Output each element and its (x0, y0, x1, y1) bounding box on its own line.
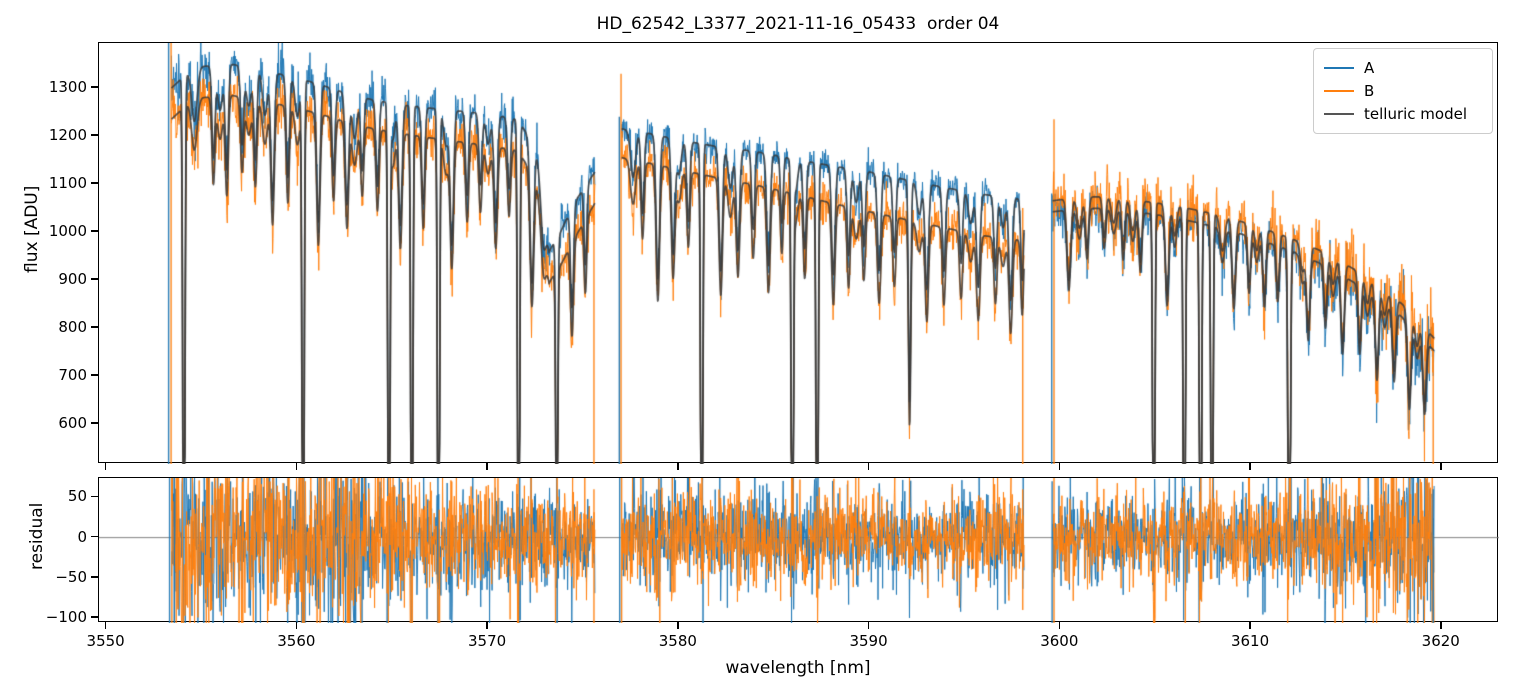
residual-canvas (99, 478, 1499, 623)
y-tick-label: −50 (55, 567, 87, 586)
x-tick-mark (104, 463, 107, 470)
legend-line-sample (1324, 67, 1354, 70)
y-tick-mark (91, 373, 98, 376)
x-tick-mark (295, 463, 298, 470)
chart-title: HD_62542_L3377_2021-11-16_05433 order 04 (596, 14, 1000, 34)
x-tick-label: 3550 (86, 632, 125, 650)
x-tick-label: 3590 (849, 632, 888, 650)
y-tick-label: 1000 (48, 221, 87, 240)
y-tick-label: 700 (58, 365, 87, 384)
y-tick-mark (91, 278, 98, 280)
y-tick-label: 800 (58, 317, 87, 336)
y-tick-label: 900 (58, 269, 87, 288)
x-tick-mark (677, 622, 679, 629)
legend-line-sample (1324, 112, 1354, 115)
legend-line-sample (1324, 90, 1354, 92)
wavelength-axis-label: wavelength [nm] (725, 658, 871, 678)
legend-entry: A (1324, 57, 1482, 80)
x-tick-mark (1058, 622, 1061, 629)
legend-entry: telluric model (1324, 102, 1482, 125)
x-tick-mark (295, 622, 298, 629)
x-tick-mark (867, 622, 870, 629)
x-tick-label: 3570 (468, 632, 507, 650)
y-tick-label: 600 (58, 413, 87, 432)
legend-label: B (1364, 82, 1375, 100)
x-tick-label: 3580 (658, 632, 697, 650)
y-tick-label: 50 (67, 487, 87, 506)
x-tick-label: 3620 (1421, 632, 1460, 650)
x-tick-label: 3560 (277, 632, 316, 650)
legend-label: A (1364, 59, 1375, 78)
x-tick-mark (104, 622, 107, 629)
flux-spectrum-canvas (99, 43, 1499, 464)
x-tick-mark (677, 463, 679, 470)
y-tick-label: 1300 (48, 78, 87, 97)
x-tick-mark (1439, 622, 1442, 629)
x-tick-mark (1439, 463, 1442, 470)
y-tick-mark (91, 576, 98, 578)
flux-axis-label: flux [ADU] (22, 185, 42, 273)
y-tick-mark (91, 134, 98, 136)
y-tick-label: 0 (77, 527, 87, 546)
x-tick-mark (486, 622, 488, 629)
y-tick-mark (91, 495, 98, 498)
y-tick-mark (91, 616, 98, 618)
x-tick-mark (486, 463, 488, 470)
y-tick-label: −100 (45, 608, 87, 627)
legend-entry: B (1324, 80, 1482, 103)
x-tick-mark (1058, 463, 1061, 470)
y-tick-mark (91, 182, 98, 184)
y-tick-mark (91, 326, 98, 328)
legend-label: telluric model (1364, 104, 1468, 123)
y-tick-mark (91, 535, 98, 538)
residual-axis-label: residual (27, 502, 47, 570)
y-tick-mark (91, 86, 98, 88)
flux-plot-area (98, 42, 1499, 464)
y-tick-mark (91, 230, 98, 232)
x-tick-mark (1249, 622, 1251, 629)
x-tick-mark (867, 463, 870, 470)
x-tick-label: 3600 (1040, 632, 1079, 650)
x-tick-mark (1249, 463, 1251, 470)
y-tick-label: 1200 (48, 126, 87, 145)
y-tick-mark (91, 421, 98, 424)
residual-plot-area (98, 477, 1499, 623)
y-tick-label: 1100 (48, 173, 87, 192)
x-tick-label: 3610 (1230, 632, 1270, 650)
